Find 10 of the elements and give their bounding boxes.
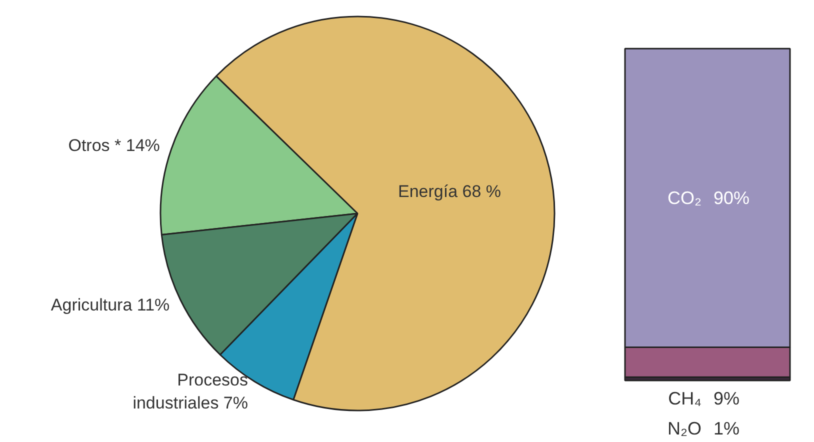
slice-label: Otros * 14%: [68, 136, 160, 155]
slice-label: Agricultura 11%: [50, 296, 170, 315]
data-label: 90%: [714, 188, 750, 208]
text: N₂O: [668, 418, 702, 439]
slice-label: Procesos industriales 7%: [132, 370, 248, 412]
data-label: 9%: [714, 388, 740, 409]
data-label: 1%: [714, 418, 740, 439]
series-label: CH₄: [668, 388, 702, 409]
slice-label: Energía 68 %: [398, 182, 501, 202]
series-label: CO₂: [668, 188, 702, 208]
